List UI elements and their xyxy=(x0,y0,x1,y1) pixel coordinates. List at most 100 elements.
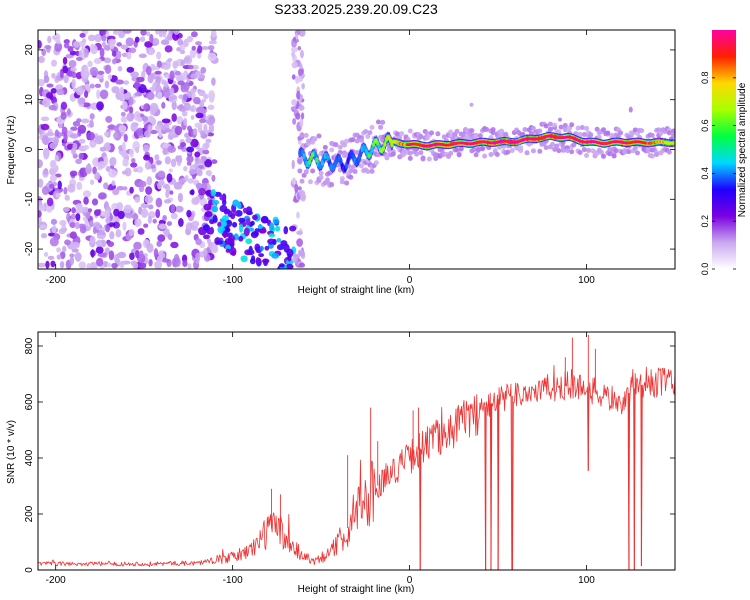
spectrogram-cell xyxy=(60,101,68,110)
spectrogram-cell xyxy=(588,132,594,138)
spectrogram-cell xyxy=(258,253,265,258)
spectrogram-cell xyxy=(202,234,210,240)
spectrogram-cell xyxy=(190,189,195,196)
spectrogram-cell xyxy=(144,195,154,204)
spectrogram-cell xyxy=(174,205,184,213)
spectrogram-cell xyxy=(58,228,66,235)
spectrogram-cell xyxy=(298,262,306,268)
spectrogram-cell xyxy=(363,128,369,134)
spectrogram-cell xyxy=(107,241,115,247)
spectrogram-cell xyxy=(149,106,156,116)
spectrogram-cell xyxy=(159,252,166,259)
spectrogram-cell xyxy=(41,135,50,145)
spectrogram-cell xyxy=(94,33,103,43)
spectrogram-cell xyxy=(169,190,174,195)
spectrogram-cell xyxy=(79,226,87,234)
spectrogram-cell xyxy=(250,220,255,226)
spectrogram-cell xyxy=(79,33,86,38)
spectrogram-cell xyxy=(209,226,215,235)
spectrogram-cell xyxy=(456,152,462,158)
spectrogram-cell xyxy=(154,84,162,92)
spectrogram-cell xyxy=(42,168,49,178)
spectrogram-cell xyxy=(108,169,118,178)
spectrogram-cell xyxy=(292,36,297,42)
spectrogram-cell xyxy=(161,79,167,85)
spectrogram-cell xyxy=(177,80,185,86)
spectrogram-cell xyxy=(56,247,62,253)
spectrogram-cell xyxy=(291,99,298,106)
spectrogram-cell xyxy=(88,220,94,228)
spectrogram-cell xyxy=(550,141,556,147)
spectrogram-cell xyxy=(222,214,229,221)
spectrogram-cell xyxy=(448,129,454,135)
spectrogram-cell xyxy=(113,208,120,217)
spectrogram-cell xyxy=(299,118,304,128)
spectrogram-cell xyxy=(303,132,309,138)
spectrogram-cell xyxy=(157,182,163,190)
spectrogram-cell xyxy=(166,221,173,227)
spectrogram-cell xyxy=(367,153,371,158)
spectrogram-cell xyxy=(365,133,371,139)
spectrogram-cell xyxy=(62,245,67,253)
spectrogram-cell xyxy=(56,88,65,96)
spectrogram-cell xyxy=(117,251,127,259)
spectrogram-cell xyxy=(51,225,57,234)
spectrogram-cell xyxy=(329,147,335,153)
spectrogram-cell xyxy=(296,230,303,236)
spectrogram-cell xyxy=(77,124,87,134)
spectrogram-cell xyxy=(69,253,75,258)
spectrogram-cell xyxy=(63,186,68,195)
spectrogram-cell xyxy=(183,38,189,48)
spectrogram-cell xyxy=(376,141,380,146)
spectrogram-cell xyxy=(59,261,65,269)
spectrogram-cell xyxy=(560,147,566,153)
spectrogram-cell xyxy=(67,183,76,193)
spectrogram-cell xyxy=(69,170,78,177)
spectrogram-cell xyxy=(199,74,206,80)
spectrogram-cell xyxy=(186,155,194,163)
spectrogram-cell xyxy=(654,152,660,158)
spectrogram-cell xyxy=(562,122,568,128)
spectrogram-cell xyxy=(148,48,154,56)
spectrogram-cell xyxy=(448,150,454,156)
x-tick-label: 0 xyxy=(407,275,413,286)
spectrogram-cell xyxy=(69,231,78,240)
spectrogram-cell xyxy=(300,192,306,202)
y-tick-label: -10 xyxy=(24,192,35,207)
spectrogram-cell xyxy=(373,160,379,166)
spectrogram-cell xyxy=(142,144,150,153)
spectrogram-cell xyxy=(290,106,298,111)
spectrogram-cell xyxy=(72,120,81,127)
spectrogram-cell xyxy=(116,185,125,191)
spectrogram-cell xyxy=(111,58,117,65)
spectrogram-cell xyxy=(174,70,181,76)
spectrogram-cell xyxy=(48,183,55,189)
spectrogram-cell xyxy=(344,138,350,144)
spectrogram-cell xyxy=(119,86,125,95)
spectrogram-cell xyxy=(42,97,51,108)
spectrogram-cell xyxy=(137,180,147,188)
spectrogram-cell xyxy=(234,209,243,217)
spectrogram-cell xyxy=(324,177,330,183)
spectrogram-cell xyxy=(129,148,134,158)
spectrogram-cell xyxy=(55,173,62,178)
spectrogram-cell xyxy=(74,221,80,230)
spectrogram-cell xyxy=(83,145,90,150)
spectrogram-cell xyxy=(543,123,549,129)
spectrogram-cell xyxy=(609,132,615,138)
spectrogram-cell xyxy=(187,125,192,132)
spectrogram-cell xyxy=(476,141,485,144)
spectrogram-cell xyxy=(634,150,640,156)
spectrogram-cell xyxy=(251,214,258,221)
spectrogram-cell xyxy=(226,232,233,238)
spectrogram-cell xyxy=(292,118,297,125)
spectrogram-cell xyxy=(278,263,285,268)
spectrogram-cell xyxy=(155,208,161,219)
spectrogram-cell xyxy=(388,138,393,143)
spectrogram-cell xyxy=(176,47,181,52)
spectrogram-cell xyxy=(202,142,209,151)
spectrogram-cell xyxy=(211,205,218,213)
spectrogram-cell xyxy=(70,66,77,72)
spectrogram-cell xyxy=(414,151,420,157)
